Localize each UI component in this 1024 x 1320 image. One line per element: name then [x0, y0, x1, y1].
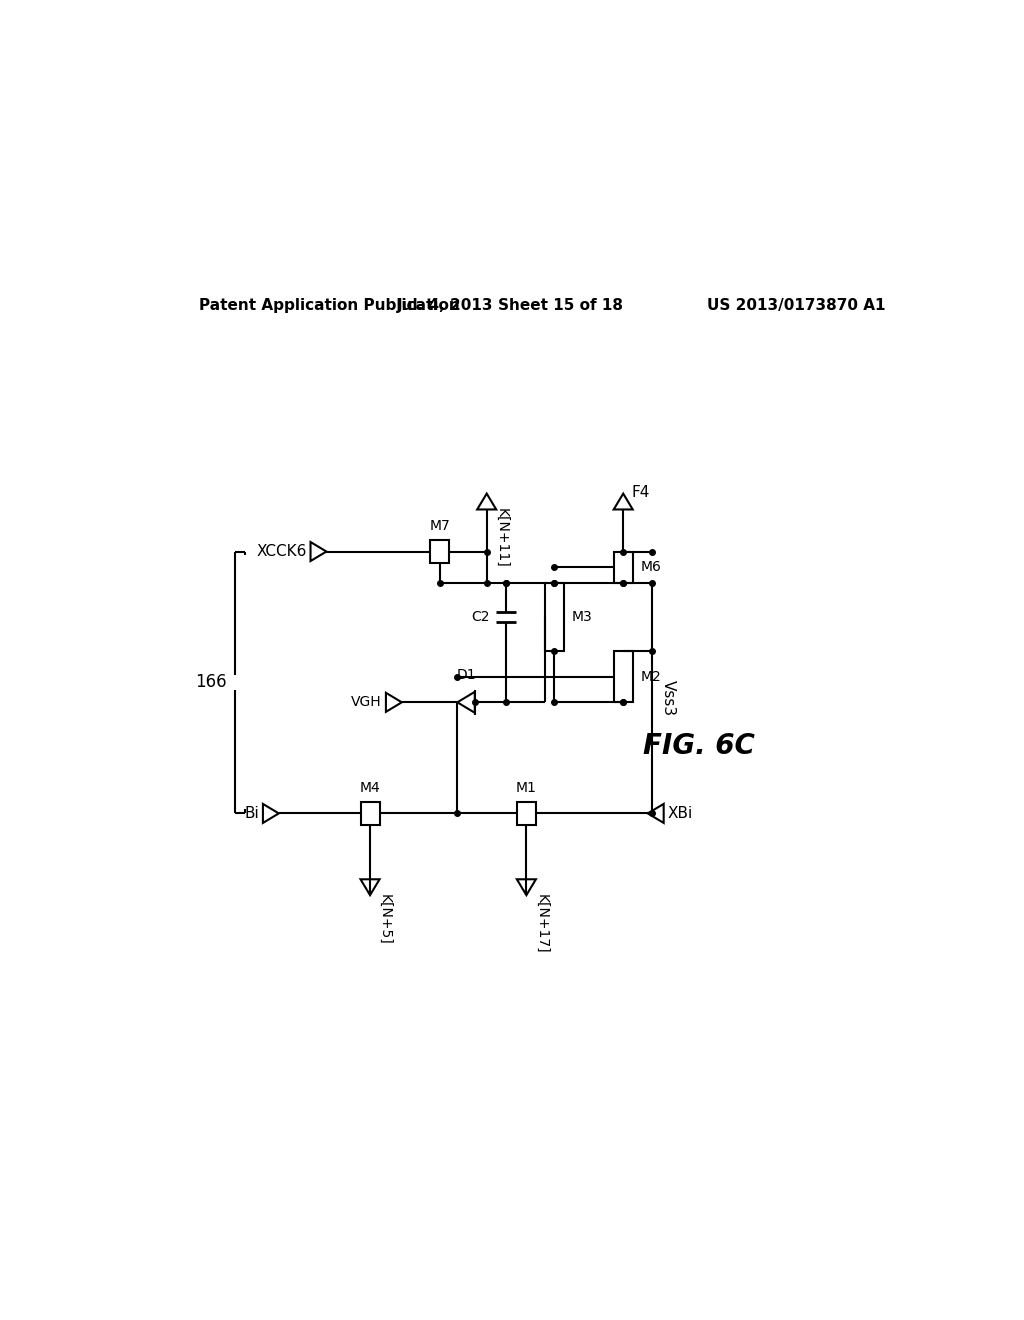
Text: M3: M3: [571, 610, 592, 624]
Text: Bi: Bi: [244, 807, 259, 821]
Text: XBi: XBi: [668, 807, 693, 821]
Bar: [613, 651, 633, 702]
Text: M6: M6: [641, 561, 662, 574]
Bar: [613, 552, 633, 583]
Text: XCCK6: XCCK6: [256, 544, 306, 560]
Bar: [545, 583, 563, 651]
Text: K[N+5]: K[N+5]: [378, 894, 392, 944]
Text: K[N+17]: K[N+17]: [535, 894, 548, 953]
Text: US 2013/0173870 A1: US 2013/0173870 A1: [708, 298, 886, 313]
Text: M1: M1: [516, 781, 537, 795]
Text: VGH: VGH: [351, 696, 382, 709]
Text: Patent Application Publication: Patent Application Publication: [200, 298, 460, 313]
Bar: [360, 801, 380, 825]
Bar: [430, 540, 450, 564]
Text: 166: 166: [196, 673, 227, 692]
Text: C2: C2: [471, 610, 489, 624]
Bar: [517, 801, 536, 825]
Text: FIG. 6C: FIG. 6C: [643, 733, 756, 760]
Text: K[N+11]: K[N+11]: [495, 508, 509, 568]
Text: M7: M7: [429, 519, 451, 533]
Text: M4: M4: [359, 781, 381, 795]
Text: Sheet 15 of 18: Sheet 15 of 18: [498, 298, 623, 313]
Text: Jul. 4, 2013: Jul. 4, 2013: [397, 298, 494, 313]
Text: F4: F4: [631, 484, 649, 499]
Text: M2: M2: [641, 669, 662, 684]
Text: D1: D1: [457, 668, 476, 682]
Text: Vss3: Vss3: [662, 680, 676, 717]
